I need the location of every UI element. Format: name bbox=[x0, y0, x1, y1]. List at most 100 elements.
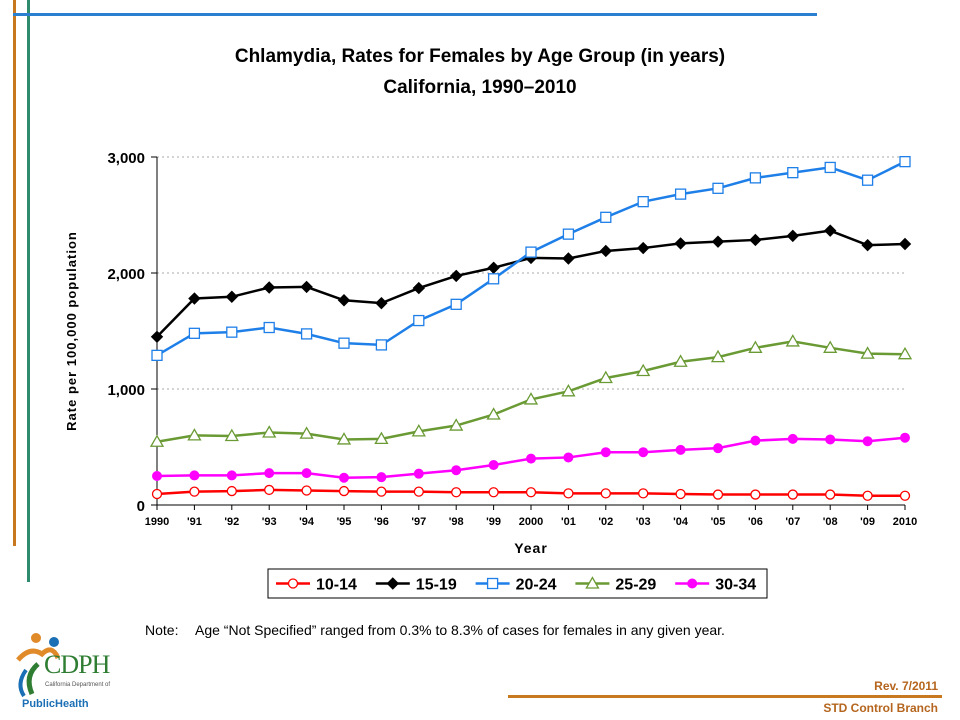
data-point-10-14 bbox=[413, 486, 424, 497]
data-point-15-19 bbox=[225, 290, 239, 303]
data-point-30-34 bbox=[638, 447, 649, 458]
data-point-30-34 bbox=[339, 472, 349, 483]
data-point-10-14 bbox=[750, 489, 761, 500]
data-point-30-34 bbox=[226, 470, 237, 481]
data-point-25-29 bbox=[823, 340, 838, 353]
x-tick-label: '03 bbox=[636, 516, 651, 528]
logo-public-health: PublicHealth bbox=[22, 698, 89, 710]
y-tick-label: 2,000 bbox=[107, 266, 145, 283]
data-point-15-19 bbox=[636, 241, 650, 255]
data-point-25-29 bbox=[710, 349, 726, 363]
data-point-20-24 bbox=[300, 328, 313, 340]
decorative-vertical-line-orange bbox=[13, 0, 16, 546]
data-point-25-29 bbox=[262, 425, 277, 438]
x-tick-label: '92 bbox=[224, 516, 239, 528]
data-point-20-24 bbox=[151, 349, 163, 362]
data-point-30-34 bbox=[787, 433, 798, 444]
data-point-25-29 bbox=[299, 426, 314, 439]
data-point-20-24 bbox=[600, 211, 612, 223]
data-point-15-19 bbox=[375, 296, 388, 310]
y-tick-label: 0 bbox=[137, 498, 145, 515]
data-point-10-14 bbox=[264, 484, 275, 496]
data-point-25-29 bbox=[374, 431, 389, 445]
x-tick-label: '09 bbox=[860, 516, 875, 528]
x-tick-label: '95 bbox=[337, 516, 352, 528]
data-point-25-29 bbox=[673, 354, 688, 367]
cdph-logo: CDPH California Department of PublicHeal… bbox=[8, 630, 138, 712]
legend-marker-25-29 bbox=[585, 576, 600, 589]
footnote-text: Age “Not Specified” ranged from 0.3% to … bbox=[195, 622, 725, 638]
data-point-15-19 bbox=[337, 294, 351, 307]
data-point-20-24 bbox=[861, 174, 874, 186]
decorative-horizontal-line-blue bbox=[13, 13, 817, 16]
data-point-10-14 bbox=[712, 489, 724, 500]
y-tick-label: 1,000 bbox=[107, 382, 145, 399]
data-point-20-24 bbox=[450, 298, 462, 310]
data-point-25-29 bbox=[336, 432, 352, 445]
data-point-15-19 bbox=[562, 252, 575, 265]
legend-marker-10-14 bbox=[287, 578, 299, 589]
x-tick-label: '98 bbox=[449, 516, 464, 528]
data-point-15-19 bbox=[823, 224, 837, 237]
x-tick-label: '94 bbox=[299, 516, 315, 528]
data-point-15-19 bbox=[674, 237, 687, 250]
x-axis-label: Year bbox=[514, 540, 548, 556]
data-point-20-24 bbox=[787, 167, 799, 179]
data-point-15-19 bbox=[599, 244, 613, 258]
decorative-vertical-line-teal bbox=[27, 0, 30, 582]
x-tick-label: '05 bbox=[711, 516, 726, 528]
data-point-15-19 bbox=[487, 261, 500, 274]
data-point-10-14 bbox=[638, 488, 649, 499]
x-tick-label: '07 bbox=[785, 516, 800, 528]
data-point-30-34 bbox=[563, 452, 574, 463]
legend-label-20-24: 20-24 bbox=[516, 577, 557, 594]
x-tick-label: '97 bbox=[411, 516, 426, 528]
data-point-20-24 bbox=[562, 228, 575, 240]
data-point-20-24 bbox=[899, 155, 911, 168]
legend-label-10-14: 10-14 bbox=[316, 577, 357, 594]
data-point-10-14 bbox=[151, 488, 163, 500]
data-point-15-19 bbox=[898, 237, 912, 251]
data-point-20-24 bbox=[637, 196, 649, 208]
data-point-30-34 bbox=[900, 432, 910, 443]
data-point-15-19 bbox=[150, 330, 164, 344]
data-point-30-34 bbox=[675, 444, 686, 455]
data-point-10-14 bbox=[675, 488, 686, 500]
data-point-25-29 bbox=[187, 428, 202, 441]
data-point-30-34 bbox=[152, 471, 162, 481]
data-point-25-29 bbox=[561, 384, 576, 397]
x-tick-label: 1990 bbox=[145, 516, 169, 528]
data-point-15-19 bbox=[300, 280, 313, 294]
data-point-25-29 bbox=[523, 392, 539, 405]
data-point-20-24 bbox=[375, 339, 388, 351]
legend-label-15-19: 15-19 bbox=[416, 577, 457, 594]
data-point-10-14 bbox=[226, 485, 237, 497]
data-point-15-19 bbox=[786, 229, 800, 243]
data-point-10-14 bbox=[301, 485, 312, 496]
branch-name: STD Control Branch bbox=[823, 701, 938, 715]
x-tick-label: '08 bbox=[823, 516, 838, 528]
revision-date: Rev. 7/2011 bbox=[874, 679, 938, 693]
legend-marker-15-19 bbox=[386, 577, 400, 590]
chart-title: Chlamydia, Rates for Females by Age Grou… bbox=[234, 46, 726, 67]
data-point-10-14 bbox=[899, 490, 911, 501]
data-point-25-29 bbox=[748, 340, 763, 353]
logo-wordmark: CDPH bbox=[44, 650, 110, 679]
data-point-25-29 bbox=[860, 346, 875, 359]
footnote: Note: Age “Not Specified” ranged from 0.3… bbox=[145, 622, 725, 638]
data-point-15-19 bbox=[412, 281, 426, 295]
x-tick-label: '91 bbox=[187, 516, 202, 528]
data-point-30-34 bbox=[825, 434, 836, 445]
y-tick-label: 3,000 bbox=[107, 150, 145, 167]
data-point-25-29 bbox=[224, 428, 239, 442]
data-point-10-14 bbox=[338, 485, 350, 497]
data-point-15-19 bbox=[449, 269, 463, 283]
data-point-30-34 bbox=[301, 468, 312, 479]
logo-subtitle: California Department of bbox=[45, 682, 111, 688]
data-point-30-34 bbox=[713, 443, 723, 454]
data-point-10-14 bbox=[189, 486, 200, 497]
legend-label-25-29: 25-29 bbox=[615, 577, 656, 594]
data-point-20-24 bbox=[487, 273, 500, 285]
x-tick-label: '01 bbox=[561, 516, 576, 528]
